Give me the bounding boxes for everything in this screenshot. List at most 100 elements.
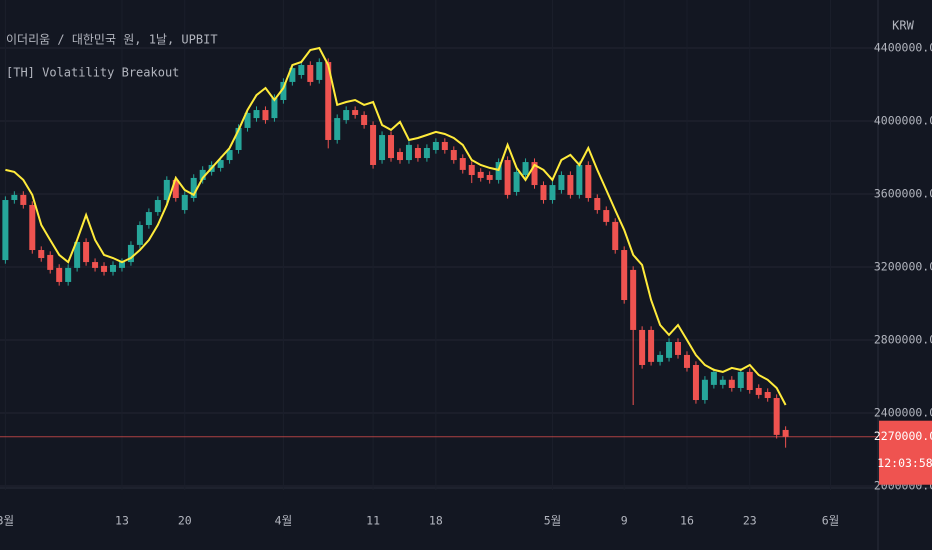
candle-body — [396, 152, 403, 161]
candle-body — [379, 135, 386, 161]
candle-body — [513, 171, 520, 192]
x-tick-label: 3월 — [0, 514, 14, 528]
candle-body — [423, 148, 430, 159]
candle-body — [450, 150, 457, 161]
candle-body — [65, 267, 72, 282]
candle-body — [118, 262, 125, 268]
candle-body — [585, 164, 592, 199]
candle-body — [101, 265, 108, 272]
candle-body — [459, 158, 466, 170]
x-tick-label: 16 — [680, 514, 694, 528]
candle-body — [244, 112, 251, 128]
candle-body — [83, 241, 90, 263]
candle-body — [56, 267, 63, 282]
candle-body — [253, 110, 260, 119]
candle-body — [522, 162, 529, 176]
y-tick-label: 2400000.0 — [874, 405, 932, 419]
candle-body — [657, 354, 664, 362]
x-tick-label: 4월 — [275, 514, 293, 528]
y-tick-label: 3600000.0 — [874, 186, 932, 200]
candle-body — [154, 200, 161, 213]
candle-body — [307, 64, 314, 82]
candle-body — [621, 250, 628, 301]
candle-body — [289, 68, 296, 82]
candle-body — [773, 398, 780, 435]
candle-body — [47, 254, 54, 270]
candle-body — [226, 150, 233, 161]
candle-body — [405, 144, 412, 161]
candle-body — [74, 241, 81, 268]
marks — [0, 46, 878, 448]
y-tick-label: 2800000.0 — [874, 332, 932, 346]
candle-body — [468, 164, 475, 176]
candle-body — [477, 171, 484, 178]
candle-body — [235, 127, 242, 151]
candle-body — [675, 341, 682, 355]
candle-body — [692, 364, 699, 401]
candle-body — [737, 371, 744, 388]
candle-body — [746, 371, 753, 390]
currency-label: KRW — [892, 19, 914, 33]
candle-body — [334, 118, 341, 140]
candle-body — [316, 62, 323, 80]
candle-body — [136, 225, 143, 245]
candle-body — [432, 141, 439, 151]
x-tick-label: 5월 — [544, 514, 562, 528]
x-tick-label: 6월 — [822, 514, 840, 528]
indicator-name: [TH] Volatility Breakout — [6, 66, 179, 80]
candle-body — [217, 160, 224, 168]
candle-body — [29, 204, 36, 251]
candle-body — [728, 379, 735, 388]
x-tick-label: 18 — [429, 514, 443, 528]
candle-body — [719, 379, 726, 385]
candle-body — [782, 429, 789, 437]
candle-body — [388, 135, 395, 159]
candle-body — [343, 110, 350, 121]
candle-body — [710, 371, 717, 385]
candle-body — [414, 148, 421, 159]
y-tick-label: 4400000.0 — [874, 40, 932, 54]
candle-body — [441, 141, 448, 151]
x-tick-label: 9 — [621, 514, 628, 528]
candle-body — [495, 162, 502, 180]
candle-body — [298, 64, 305, 76]
candle-body — [181, 194, 188, 211]
candle-body — [683, 354, 690, 368]
axis-label-bg — [880, 2, 932, 38]
candle-body — [639, 329, 646, 365]
candle-body — [558, 175, 565, 190]
candle-body — [666, 341, 673, 358]
candle-body — [145, 212, 152, 226]
candle-body — [11, 194, 18, 201]
candle-body — [92, 262, 99, 268]
candle-body — [280, 81, 287, 101]
y-tick-label: 3200000.0 — [874, 259, 932, 273]
current-price-box — [879, 420, 932, 485]
axes: 2000000.02400000.02800000.03200000.03600… — [0, 40, 932, 527]
candle-body — [549, 185, 556, 201]
candle-body — [504, 160, 511, 195]
candle-body — [648, 329, 655, 362]
candle-body — [262, 110, 269, 121]
candle-body — [110, 264, 117, 272]
candle-body — [38, 250, 45, 259]
candle-body — [370, 125, 377, 165]
candle-body — [352, 110, 359, 115]
candle-body — [531, 162, 538, 186]
indicator-line — [5, 46, 787, 406]
candle-body — [594, 198, 601, 211]
candle-body — [172, 179, 179, 199]
candle-body — [755, 387, 762, 395]
candle-body — [486, 175, 493, 180]
chart-title: 이더리움 / 대한민국 원, 1날, UPBIT — [6, 33, 218, 47]
candle-body — [325, 62, 332, 140]
x-tick-label: 13 — [115, 514, 129, 528]
candle-body — [567, 175, 574, 195]
current-price-label: 2270000.0 — [874, 429, 932, 443]
candle-body — [127, 244, 134, 263]
candle-body — [2, 200, 9, 261]
candle-body — [20, 194, 27, 205]
